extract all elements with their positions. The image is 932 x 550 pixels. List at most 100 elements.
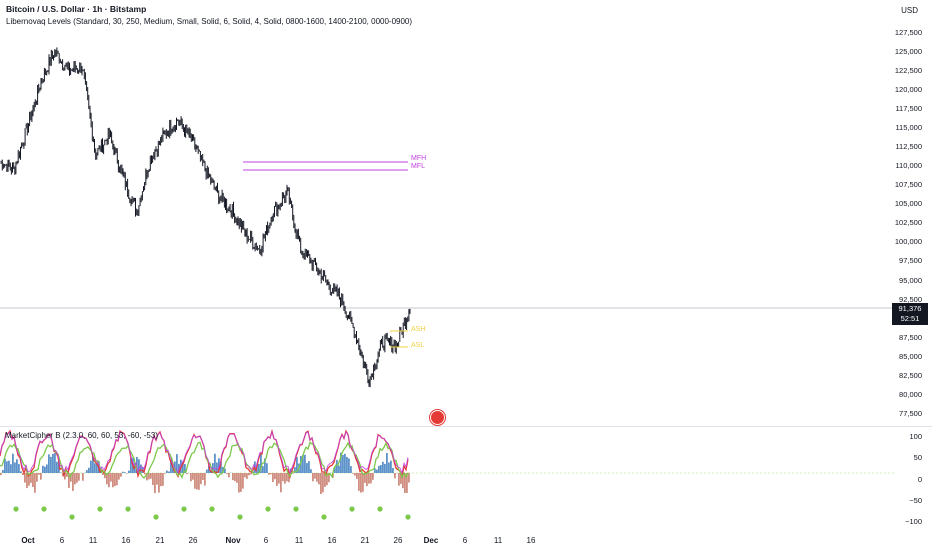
money-flow-bar — [32, 473, 34, 487]
money-flow-bar — [388, 462, 390, 473]
money-flow-bar — [272, 473, 274, 482]
money-flow-bar — [86, 470, 88, 473]
money-flow-bar — [28, 473, 30, 486]
money-flow-bar — [162, 473, 164, 486]
money-flow-bar — [322, 473, 324, 493]
money-flow-bar — [24, 473, 26, 483]
money-flow-bar — [74, 473, 76, 485]
money-flow-bar — [52, 453, 54, 473]
buy-dot — [13, 506, 19, 512]
oscillator-chart[interactable] — [0, 428, 895, 532]
time-tick: Oct — [21, 536, 35, 545]
money-flow-bar — [72, 473, 74, 491]
money-flow-bar — [184, 464, 186, 473]
money-flow-bar — [18, 464, 20, 473]
money-flow-bar — [278, 473, 280, 484]
money-flow-bar — [378, 465, 380, 473]
money-flow-bar — [306, 463, 308, 473]
money-flow-bar — [96, 462, 98, 473]
money-flow-bar — [112, 473, 114, 488]
money-flow-bar — [144, 473, 146, 475]
buy-dot — [377, 506, 383, 512]
money-flow-bar — [108, 473, 110, 488]
money-flow-bar — [406, 473, 408, 493]
money-flow-bar — [294, 467, 296, 473]
money-flow-bar — [292, 473, 294, 474]
currency-label[interactable]: USD — [901, 6, 918, 15]
money-flow-bar — [128, 470, 130, 473]
buy-dot — [153, 514, 159, 520]
money-flow-bar — [296, 456, 298, 473]
money-flow-bar — [366, 473, 368, 487]
money-flow-bar — [280, 473, 282, 493]
money-flow-bar — [182, 461, 184, 473]
money-flow-bar — [6, 461, 8, 473]
money-flow-bar — [148, 473, 150, 480]
money-flow-bar — [202, 473, 204, 480]
money-flow-bar — [122, 471, 124, 473]
time-tick: 26 — [393, 536, 403, 545]
wave-line-2 — [0, 441, 409, 480]
time-tick: Nov — [225, 536, 241, 545]
money-flow-bar — [206, 469, 208, 473]
money-flow-bar — [120, 473, 122, 477]
money-flow-bar — [258, 463, 260, 473]
money-flow-bar — [152, 473, 154, 485]
oscillator-legend[interactable]: MarketCipher B (2.3.0, 60, 60, 53, -60, … — [5, 431, 158, 440]
money-flow-bar — [346, 456, 348, 473]
money-flow-bar — [358, 473, 360, 491]
money-flow-bar — [126, 473, 128, 474]
money-flow-bar — [270, 473, 272, 475]
rsi-line — [0, 430, 409, 475]
time-tick: 21 — [360, 536, 370, 545]
money-flow-bar — [124, 472, 126, 473]
money-flow-bar — [156, 473, 158, 485]
money-flow-bar — [350, 466, 352, 473]
time-tick: 26 — [188, 536, 198, 545]
money-flow-bar — [110, 473, 112, 482]
price-tick: 87,500 — [899, 333, 922, 342]
time-tick: 16 — [121, 536, 131, 545]
money-flow-bar — [380, 465, 382, 473]
money-flow-bar — [116, 473, 118, 486]
price-tick: 80,000 — [899, 390, 922, 399]
money-flow-bar — [234, 473, 236, 482]
price-tick: 85,000 — [899, 352, 922, 361]
money-flow-bar — [46, 464, 48, 473]
buy-dot — [41, 506, 47, 512]
money-flow-bar — [34, 473, 36, 493]
money-flow-bar — [238, 473, 240, 493]
indicator-legend[interactable]: Libernovaq Levels (Standard, 30, 250, Me… — [6, 17, 413, 26]
money-flow-bar — [106, 473, 108, 485]
money-flow-bar — [242, 473, 244, 489]
money-flow-bar — [268, 473, 270, 475]
pane-divider[interactable] — [0, 426, 932, 427]
money-flow-bar — [12, 453, 14, 473]
money-flow-bar — [4, 458, 6, 473]
money-flow-bar — [374, 468, 376, 473]
money-flow-bar — [118, 473, 120, 480]
osc-tick: 100 — [909, 432, 922, 441]
price-chart[interactable] — [0, 0, 895, 425]
money-flow-bar — [174, 461, 176, 473]
money-flow-bar — [58, 461, 60, 473]
us-flag-icon[interactable] — [430, 410, 445, 425]
time-tick: 21 — [155, 536, 165, 545]
money-flow-bar — [170, 458, 172, 473]
price-tick: 77,500 — [899, 409, 922, 418]
money-flow-bar — [64, 473, 66, 480]
money-flow-bar — [0, 473, 2, 476]
money-flow-bar — [404, 473, 406, 493]
money-flow-bar — [138, 459, 140, 473]
current-price-badge[interactable]: 91,376 52:51 — [892, 303, 928, 325]
money-flow-bar — [216, 462, 218, 473]
money-flow-bar — [342, 454, 344, 473]
money-flow-bar — [266, 463, 268, 473]
money-flow-bar — [226, 473, 228, 474]
money-flow-bar — [340, 452, 342, 473]
money-flow-bar — [250, 473, 252, 475]
osc-tick: −100 — [905, 517, 922, 526]
price-tick: 110,000 — [895, 161, 922, 170]
money-flow-bar — [392, 468, 394, 473]
money-flow-bar — [370, 473, 372, 484]
